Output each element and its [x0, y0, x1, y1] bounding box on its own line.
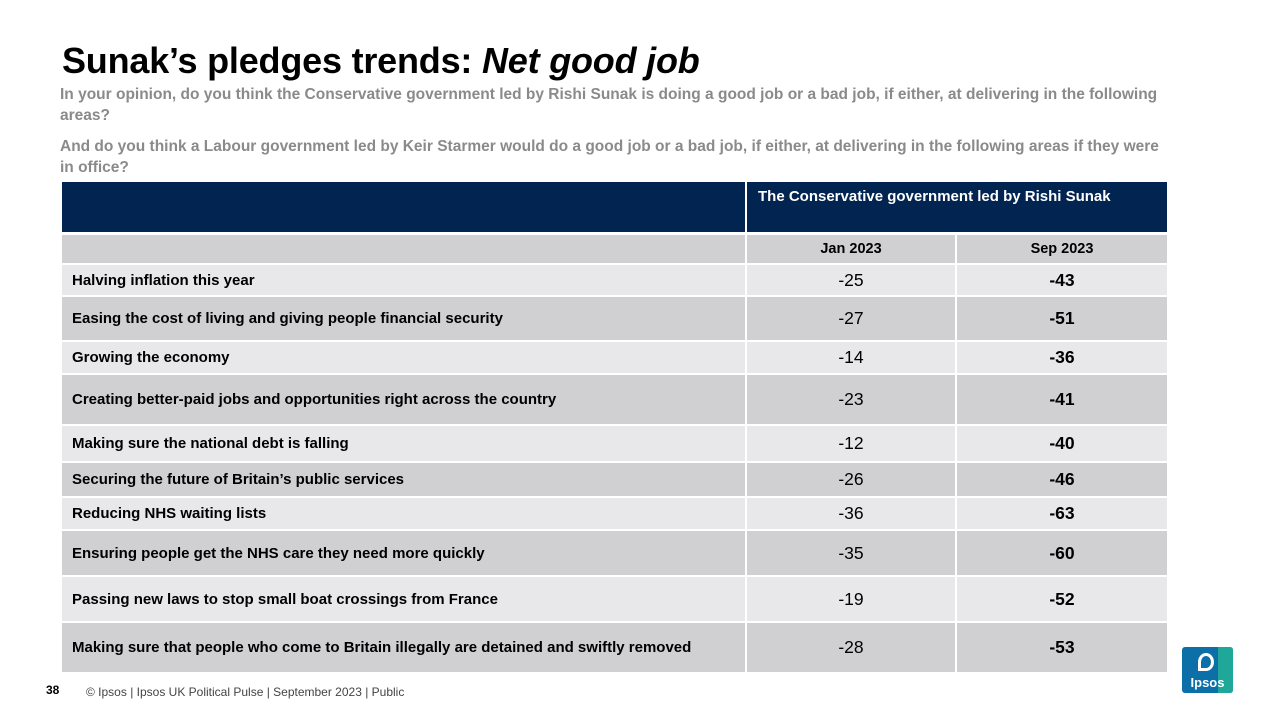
table-row: Reducing NHS waiting lists -36 -63	[62, 496, 1168, 530]
row-value-jan: -27	[745, 295, 956, 341]
row-label: Growing the economy	[62, 340, 746, 374]
header-gap	[62, 232, 1168, 235]
row-value-jan: -12	[745, 424, 956, 462]
page-number: 38	[46, 683, 60, 697]
row-value-jan: -26	[745, 461, 956, 497]
row-label: Making sure that people who come to Brit…	[62, 621, 746, 672]
logo-wordmark: Ipsos	[1190, 675, 1225, 690]
table-row: Easing the cost of living and giving peo…	[62, 295, 1168, 341]
logo-mark-icon	[1198, 653, 1214, 671]
row-value-jan: -23	[745, 373, 956, 425]
row-value-sep: -43	[954, 263, 1168, 296]
row-label: Passing new laws to stop small boat cros…	[62, 575, 746, 622]
logo-band	[1218, 647, 1233, 693]
row-value-jan: -36	[745, 496, 956, 530]
table-group-header-row: The Conservative government led by Rishi…	[62, 182, 1168, 232]
header-blank-cell	[62, 182, 746, 232]
row-value-jan: -25	[745, 263, 956, 296]
table-row: Growing the economy -14 -36	[62, 340, 1168, 374]
slide-title: Sunak’s pledges trends: Net good job	[62, 40, 700, 82]
row-label: Halving inflation this year	[62, 263, 746, 296]
row-label: Securing the future of Britain’s public …	[62, 461, 746, 497]
row-value-sep: -63	[954, 496, 1168, 530]
row-value-sep: -53	[954, 621, 1168, 672]
table-row: Securing the future of Britain’s public …	[62, 461, 1168, 497]
row-value-sep: -36	[954, 340, 1168, 374]
row-value-jan: -14	[745, 340, 956, 374]
table-row: Halving inflation this year -25 -43	[62, 263, 1168, 296]
row-value-sep: -51	[954, 295, 1168, 341]
footer-text: © Ipsos | Ipsos UK Political Pulse | Sep…	[86, 685, 405, 699]
title-emphasis: Net good job	[481, 40, 700, 81]
row-value-jan: -19	[745, 575, 956, 622]
column-header-row: Jan 2023 Sep 2023	[62, 235, 1168, 264]
row-value-sep: -41	[954, 373, 1168, 425]
row-label: Reducing NHS waiting lists	[62, 496, 746, 530]
table-row: Ensuring people get the NHS care they ne…	[62, 529, 1168, 576]
column-header-blank	[62, 235, 746, 264]
row-value-jan: -28	[745, 621, 956, 672]
group-header: The Conservative government led by Rishi…	[744, 182, 1168, 232]
row-value-jan: -35	[745, 529, 956, 576]
table-row: Making sure that people who come to Brit…	[62, 621, 1168, 672]
column-header-sep: Sep 2023	[954, 235, 1168, 264]
row-label: Easing the cost of living and giving peo…	[62, 295, 746, 341]
row-value-sep: -46	[954, 461, 1168, 497]
table-row: Creating better-paid jobs and opportunit…	[62, 373, 1168, 425]
row-value-sep: -40	[954, 424, 1168, 462]
row-label: Creating better-paid jobs and opportunit…	[62, 373, 746, 425]
question-conservative: In your opinion, do you think the Conser…	[60, 86, 1158, 124]
table-row: Making sure the national debt is falling…	[62, 424, 1168, 462]
row-label: Ensuring people get the NHS care they ne…	[62, 529, 746, 576]
results-table: The Conservative government led by Rishi…	[62, 182, 1168, 672]
question-labour: And do you think a Labour government led…	[60, 138, 1159, 176]
column-header-jan: Jan 2023	[745, 235, 956, 264]
row-value-sep: -52	[954, 575, 1168, 622]
ipsos-logo: Ipsos	[1182, 647, 1233, 693]
row-label: Making sure the national debt is falling	[62, 424, 746, 462]
title-main: Sunak’s pledges trends:	[62, 40, 482, 81]
row-value-sep: -60	[954, 529, 1168, 576]
table-row: Passing new laws to stop small boat cros…	[62, 575, 1168, 622]
